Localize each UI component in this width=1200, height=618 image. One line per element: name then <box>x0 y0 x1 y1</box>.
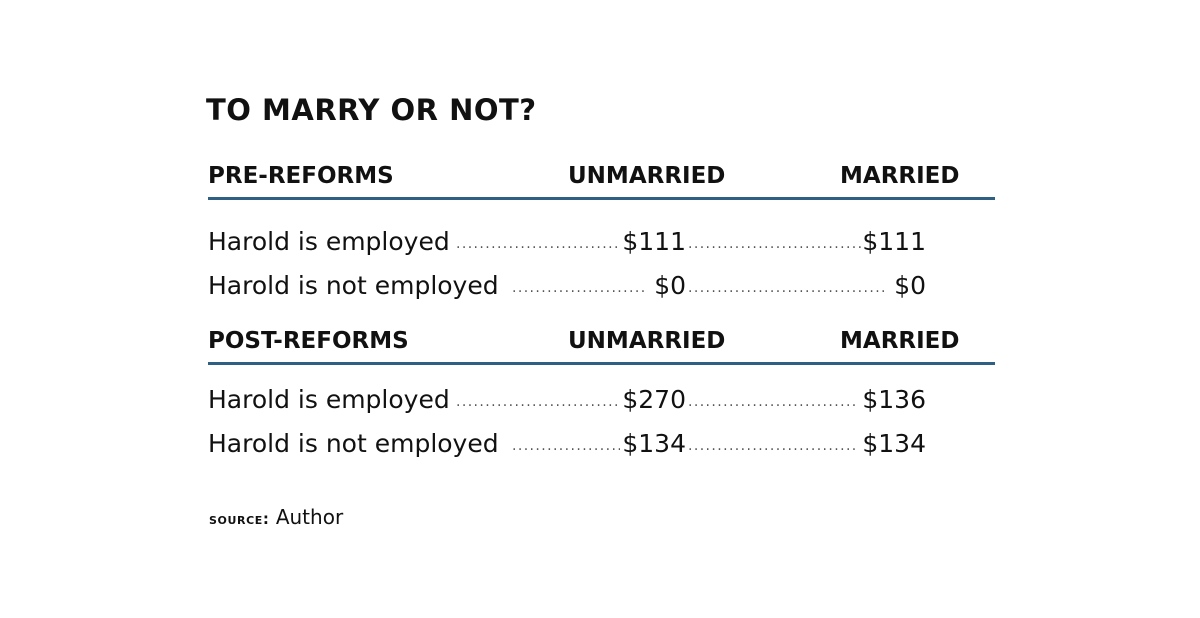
section-label: PRE-REFORMS <box>208 163 394 189</box>
row-label: Harold is not employed <box>208 271 499 300</box>
column-header-married: MARRIED <box>840 163 960 189</box>
section-header-pre-reforms: PRE-REFORMS UNMARRIED MARRIED <box>208 160 995 200</box>
source-note: SOURCE: Author <box>209 503 343 533</box>
dot-leader: ........................................… <box>456 394 620 410</box>
row-label: Harold is employed <box>208 227 450 256</box>
value-unmarried: $0 <box>654 271 686 300</box>
section-label: POST-REFORMS <box>208 328 409 354</box>
column-header-unmarried: UNMARRIED <box>568 163 726 189</box>
dot-leader: ........................................… <box>512 280 646 296</box>
section-rule <box>208 362 995 365</box>
dot-leader: ........................................… <box>456 236 620 252</box>
table-row: Harold is not employed .................… <box>208 269 928 303</box>
row-label: Harold is not employed <box>208 429 499 458</box>
table-row: Harold is employed .....................… <box>208 383 928 417</box>
table-title: TO MARRY OR NOT? <box>206 93 537 127</box>
section-rule <box>208 197 995 200</box>
dot-leader: ........................................… <box>688 438 858 454</box>
value-unmarried: $134 <box>622 429 686 458</box>
column-header-unmarried: UNMARRIED <box>568 328 726 354</box>
value-married: $134 <box>862 429 926 458</box>
dot-leader: ........................................… <box>688 236 862 252</box>
column-header-married: MARRIED <box>840 328 960 354</box>
value-married: $136 <box>862 385 926 414</box>
value-unmarried: $111 <box>622 227 686 256</box>
source-value: Author <box>275 505 344 529</box>
dot-leader: ........................................… <box>688 394 858 410</box>
value-married: $111 <box>862 227 926 256</box>
source-label: SOURCE: <box>209 510 270 528</box>
row-label: Harold is employed <box>208 385 450 414</box>
dot-leader: ........................................… <box>688 280 888 296</box>
value-married: $0 <box>894 271 926 300</box>
table-row: Harold is employed .....................… <box>208 225 928 259</box>
section-header-post-reforms: POST-REFORMS UNMARRIED MARRIED <box>208 325 995 365</box>
table-row: Harold is not employed .................… <box>208 427 928 461</box>
value-unmarried: $270 <box>622 385 686 414</box>
dot-leader: ........................................… <box>512 438 620 454</box>
